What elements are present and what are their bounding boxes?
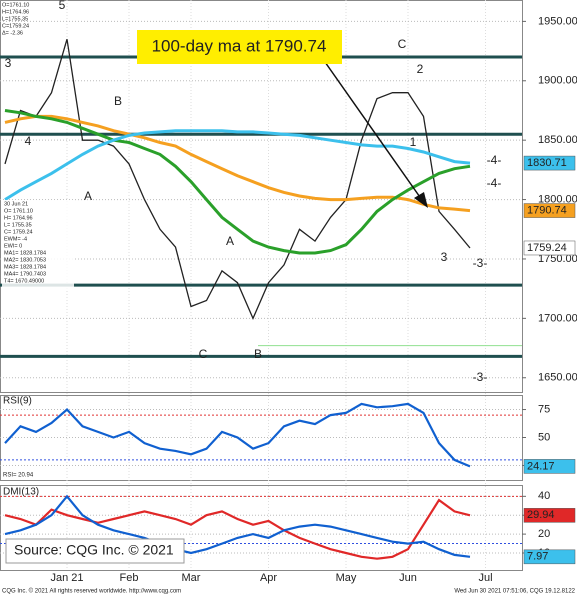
annotation: 100-day ma at 1790.74 xyxy=(152,36,327,55)
data-window-line: EWM= -4 xyxy=(4,236,27,242)
x-tick-label: May xyxy=(336,572,357,584)
data-window-line: EWI= 0 xyxy=(4,243,22,249)
y-tick-label: 1700.00 xyxy=(538,312,577,324)
wave-label: B xyxy=(114,94,122,108)
wave-label: 2 xyxy=(417,62,424,76)
price-line xyxy=(4,39,471,321)
x-tick-label: Mar xyxy=(182,572,201,584)
wave-label: A xyxy=(84,189,92,203)
y-tick-label: 1950.00 xyxy=(538,15,577,27)
last-value-box xyxy=(523,155,576,171)
data-window-line: L= 1755.35 xyxy=(4,222,32,228)
wave-label: -4- xyxy=(487,153,502,167)
last-value-box xyxy=(523,459,576,474)
last-value-box xyxy=(523,508,576,523)
y-tick-label: 75 xyxy=(538,403,550,415)
price-frame xyxy=(0,0,523,393)
last-value-label: 1759.24 xyxy=(527,242,567,254)
indicator-line xyxy=(4,129,471,201)
wave-label: A xyxy=(226,234,234,248)
arrow-head xyxy=(414,192,428,208)
data-window-line: MA2= 1830.7053 xyxy=(4,257,46,263)
last-value-box xyxy=(523,240,576,256)
data-window-line: MA1= 1828.1784 xyxy=(4,250,46,256)
y-tick-label: 1850.00 xyxy=(538,134,577,146)
quote-line: C=1759.24 xyxy=(2,23,29,29)
wave-label: C xyxy=(398,37,407,51)
source: Source: CQG Inc. © 2021 xyxy=(14,542,174,558)
x-tick-label: Jun xyxy=(399,572,417,584)
wave-label: 3 xyxy=(5,56,12,70)
wave-label: -4- xyxy=(487,176,502,190)
x-tick-label: Jul xyxy=(478,572,492,584)
y-tick-label: 1750.00 xyxy=(538,253,577,265)
last-value-box xyxy=(523,203,576,218)
data-window-line: H= 1764.96 xyxy=(4,215,33,221)
last-value-label: 29.94 xyxy=(527,509,555,521)
data-window-bg xyxy=(2,200,74,290)
last-value-label: 1790.74 xyxy=(527,204,567,216)
wave-label: B xyxy=(254,347,262,361)
dmi-frame xyxy=(0,485,523,571)
wave-label: 5 xyxy=(59,0,66,12)
last-value-label: 24.17 xyxy=(527,460,555,472)
footer-right: Wed Jun 30 2021 07:51:06, CQG 19.12.8122 xyxy=(454,589,575,595)
wave-label: -3- xyxy=(473,370,488,384)
panel-label: RSI(9) xyxy=(3,396,32,407)
wave-label: 1 xyxy=(410,135,417,149)
x-tick-label: Jan 21 xyxy=(50,572,83,584)
last-value-label: 7.97 xyxy=(527,551,548,563)
y-tick-label: 1900.00 xyxy=(538,75,577,87)
y-tick-label: 1800.00 xyxy=(538,193,577,205)
quote-line: O=1761.10 xyxy=(2,2,29,8)
quote-line: L=1755.35 xyxy=(2,16,28,22)
x-tick-label: Apr xyxy=(260,572,277,584)
source-box xyxy=(5,538,185,564)
wave-label: C xyxy=(199,347,208,361)
y-tick-label: 20 xyxy=(538,528,550,540)
panel-label: DMI(13) xyxy=(3,487,39,498)
indicator-line xyxy=(4,114,471,213)
data-window-line: C= 1759.24 xyxy=(4,229,33,235)
data-window-line: MA3= 1828.1784 xyxy=(4,264,46,270)
data-window-line: 30 Jun 21 xyxy=(4,201,28,207)
indicator-line xyxy=(4,498,471,560)
data-window-line: MA4= 1790.7403 xyxy=(4,271,46,277)
rsi-reading: RSI= 20.94 xyxy=(3,473,34,479)
data-window-line: T4= 1670.49000 xyxy=(4,278,44,284)
annotation-box xyxy=(137,30,342,64)
last-value-label: 1830.71 xyxy=(527,157,567,169)
last-value-box xyxy=(523,549,576,565)
indicator-line xyxy=(4,402,471,468)
wave-label: 3 xyxy=(441,250,448,264)
y-tick-label: 50 xyxy=(538,431,550,443)
arrow-line xyxy=(324,61,423,201)
quote-line: H=1764.96 xyxy=(2,9,29,15)
footer-left: CQG Inc. © 2021 All rights reserved worl… xyxy=(2,588,181,595)
indicator-line xyxy=(4,494,471,558)
quote-line: Δ= -2.36 xyxy=(2,30,23,36)
x-tick-label: Feb xyxy=(120,572,139,584)
indicator-line xyxy=(4,109,471,255)
y-tick-label: 1650.00 xyxy=(538,372,577,384)
wave-label: -3- xyxy=(473,256,488,270)
data-window-line: O= 1761.10 xyxy=(4,208,33,214)
wave-label: 4 xyxy=(25,134,32,148)
y-tick-label: 40 xyxy=(538,490,550,502)
